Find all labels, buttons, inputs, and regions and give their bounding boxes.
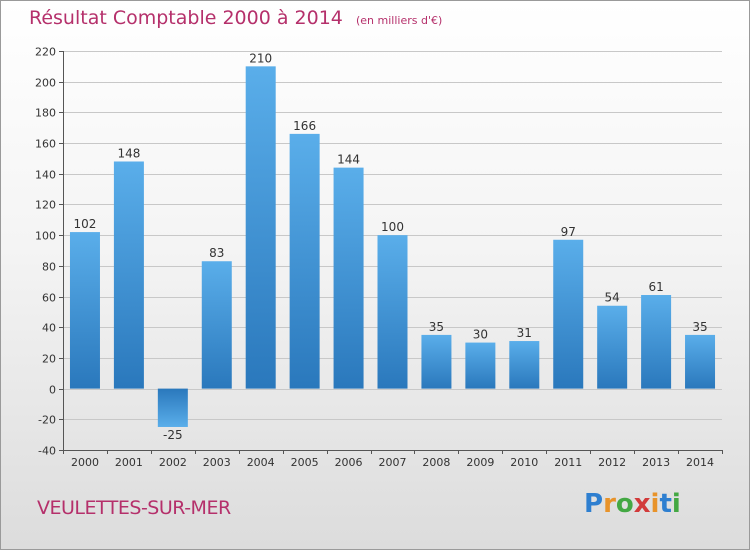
y-tick-label: -20 bbox=[38, 414, 56, 427]
bar-2000 bbox=[69, 232, 100, 389]
x-tick-label: 2013 bbox=[642, 456, 670, 469]
logo-letter: i bbox=[650, 489, 660, 519]
x-tick-label: 2007 bbox=[379, 456, 407, 469]
y-tick-label: 40 bbox=[42, 322, 56, 335]
y-tick-label: -40 bbox=[38, 445, 56, 458]
y-tick-label: 120 bbox=[35, 199, 56, 212]
bar-2013 bbox=[641, 295, 672, 389]
proxiti-logo: Proxiti bbox=[584, 489, 681, 519]
chart-subtitle: (en milliers d'€) bbox=[355, 14, 443, 27]
data-label-2013: 61 bbox=[648, 280, 663, 294]
x-tick-label: 2005 bbox=[291, 456, 319, 469]
x-tick-label: 2011 bbox=[554, 456, 582, 469]
data-label-2004: 210 bbox=[249, 51, 272, 65]
data-label-2001: 148 bbox=[117, 146, 140, 160]
x-tick-label: 2003 bbox=[203, 456, 231, 469]
bar-2001 bbox=[113, 161, 144, 389]
y-tick-label: 200 bbox=[35, 77, 56, 90]
data-label-2006: 144 bbox=[337, 153, 360, 167]
y-tick-label: 140 bbox=[35, 169, 56, 182]
y-tick-label: 100 bbox=[35, 230, 56, 243]
bar-2010 bbox=[509, 341, 540, 389]
logo-letter: r bbox=[603, 489, 616, 519]
data-label-2008: 35 bbox=[429, 320, 444, 334]
x-tick-label: 2006 bbox=[335, 456, 363, 469]
bar-2003 bbox=[201, 261, 232, 389]
y-tick-label: 0 bbox=[49, 384, 56, 397]
y-tick-label: 160 bbox=[35, 138, 56, 151]
x-tick-label: 2010 bbox=[510, 456, 538, 469]
data-label-2012: 54 bbox=[605, 291, 620, 305]
data-label-2007: 100 bbox=[381, 220, 404, 234]
x-tick-label: 2009 bbox=[466, 456, 494, 469]
x-tick-label: 2008 bbox=[422, 456, 450, 469]
x-tick-label: 2004 bbox=[247, 456, 275, 469]
x-tick-label: 2001 bbox=[115, 456, 143, 469]
data-labels: 102 148 -25 83 210 166 144 100 35 30 31 97 54 61 35 bbox=[74, 51, 708, 442]
bar-2004 bbox=[245, 66, 276, 389]
bar-2014 bbox=[685, 334, 716, 389]
bar-2006 bbox=[333, 167, 364, 389]
data-label-2014: 35 bbox=[692, 320, 707, 334]
bar-2008 bbox=[421, 334, 452, 389]
data-label-2003: 83 bbox=[209, 246, 224, 260]
y-tick-label: 60 bbox=[42, 292, 56, 305]
data-label-2010: 31 bbox=[517, 326, 532, 340]
axes: -40 -20 0 20 40 60 80 100 120 140 160 180 200 220 2000… bbox=[35, 46, 723, 469]
data-label-2005: 166 bbox=[293, 119, 316, 133]
logo-letter: o bbox=[615, 489, 634, 519]
data-label-2011: 97 bbox=[561, 225, 576, 239]
x-tick-label: 2012 bbox=[598, 456, 626, 469]
logo-letter: P bbox=[584, 489, 604, 519]
y-tick-label: 180 bbox=[35, 107, 56, 120]
bars bbox=[69, 66, 716, 427]
data-label-2009: 30 bbox=[473, 328, 488, 342]
bar-2012 bbox=[597, 305, 628, 389]
commune-name: VEULETTES-SUR-MER bbox=[37, 497, 231, 519]
logo-letter: t bbox=[659, 489, 672, 519]
data-label-2000: 102 bbox=[74, 217, 97, 231]
y-tick-label: 220 bbox=[35, 46, 56, 59]
bar-2002 bbox=[157, 388, 188, 427]
bar-2005 bbox=[289, 133, 320, 389]
chart-title-block: Résultat Comptable 2000 à 2014 (en milli… bbox=[29, 7, 442, 29]
logo-letter: x bbox=[633, 489, 651, 519]
bar-2011 bbox=[553, 239, 584, 389]
chart-title: Résultat Comptable 2000 à 2014 bbox=[29, 7, 343, 29]
bar-2007 bbox=[377, 235, 408, 389]
logo-letter: i bbox=[671, 489, 681, 519]
x-tick-label: 2000 bbox=[71, 456, 99, 469]
x-tick-label: 2014 bbox=[686, 456, 714, 469]
data-label-2002: -25 bbox=[163, 428, 183, 442]
x-tick-label: 2002 bbox=[159, 456, 187, 469]
y-tick-label: 20 bbox=[42, 353, 56, 366]
y-tick-label: 80 bbox=[42, 261, 56, 274]
bar-2009 bbox=[465, 342, 496, 389]
